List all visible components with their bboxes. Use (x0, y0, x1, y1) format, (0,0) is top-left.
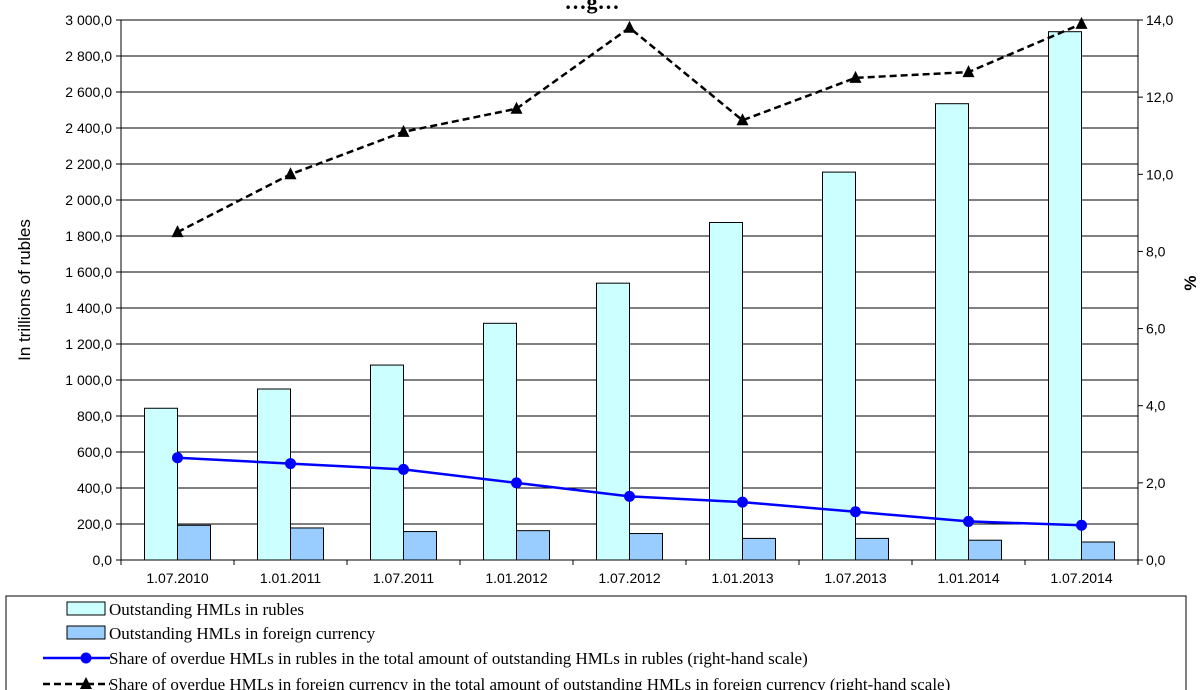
y-tick-label: 200,0 (77, 516, 112, 532)
line-series (171, 16, 1088, 531)
marker-circle (511, 477, 522, 489)
y-tick-label: 400,0 (77, 480, 112, 496)
marker-circle (398, 463, 409, 475)
marker-triangle (1075, 16, 1088, 29)
y-tick-label: 600,0 (77, 444, 112, 460)
line-foreign-currency-overdue-share (176, 22, 1082, 234)
marker-triangle (962, 65, 975, 78)
bar-rubles (822, 171, 856, 561)
marker-circle (1076, 519, 1087, 531)
legend-marker (80, 652, 92, 664)
y2-tick-label: 14,0 (1146, 12, 1173, 28)
marker-circle (624, 490, 635, 502)
y-tick-label: 2 000,0 (65, 192, 112, 208)
y2-tick-label: 10,0 (1146, 166, 1173, 182)
x-tick-label: 1.01.2014 (937, 570, 999, 586)
y2-tick-label: 4,0 (1146, 398, 1166, 414)
bar-rubles (144, 407, 178, 561)
y2-axis-label: % (1181, 275, 1200, 290)
y-tick-label: 1 000,0 (65, 372, 112, 388)
y2-tick-label: 6,0 (1146, 321, 1166, 337)
legend-box (5, 595, 1187, 690)
y-tick-label: 0,0 (93, 552, 113, 568)
marker-triangle (849, 70, 862, 83)
marker-circle (850, 506, 861, 518)
bar-foreign-currency (516, 530, 550, 561)
plot-frame (120, 19, 1139, 561)
bar-foreign-currency (1081, 541, 1115, 561)
x-tick-label: 1.01.2012 (485, 570, 547, 586)
legend-swatch (66, 625, 106, 640)
legend-label: Share of overdue HMLs in rubles in the t… (109, 649, 808, 668)
x-tick-label: 1.07.2010 (146, 570, 208, 586)
x-tick-label: 1.07.2012 (598, 570, 660, 586)
legend-label: Share of overdue HMLs in foreign currenc… (109, 675, 950, 690)
marker-triangle (623, 20, 636, 33)
marker-triangle (510, 101, 523, 114)
y-tick-label: 1 600,0 (65, 264, 112, 280)
chart-title: …g… (565, 0, 620, 14)
bar-rubles (483, 322, 517, 561)
marker-triangle (397, 124, 410, 137)
marker-circle (172, 452, 183, 464)
y-tick-label: 1 800,0 (65, 228, 112, 244)
y-tick-label: 2 400,0 (65, 120, 112, 136)
legend-swatch (66, 601, 106, 616)
y-tick-label: 3 000,0 (65, 12, 112, 28)
y-axis-label: In trillions of rubles (15, 219, 34, 361)
y2-tick-label: 12,0 (1146, 89, 1173, 105)
bar-rubles (709, 222, 743, 561)
bar-foreign-currency (177, 524, 211, 561)
y-tick-label: 2 200,0 (65, 156, 112, 172)
x-tick-label: 1.07.2011 (373, 570, 434, 586)
marker-circle (963, 515, 974, 527)
x-tick-label: 1.07.2013 (824, 570, 886, 586)
y-tick-label: 2 600,0 (65, 84, 112, 100)
marker-circle (285, 458, 296, 470)
bar-foreign-currency (968, 539, 1002, 561)
bar-rubles (370, 364, 404, 561)
bar-foreign-currency (629, 533, 663, 561)
bar-rubles (935, 103, 969, 561)
bar-foreign-currency (290, 527, 324, 561)
bar-foreign-currency (742, 537, 776, 561)
bar-foreign-currency (855, 537, 889, 561)
y-tick-label: 1 200,0 (65, 336, 112, 352)
legend: Outstanding HMLs in rubles Outstanding HM… (5, 595, 1187, 690)
bar-rubles (1048, 31, 1082, 561)
legend-marker (80, 677, 92, 689)
legend-label: Outstanding HMLs in foreign currency (109, 624, 376, 643)
marker-circle (737, 496, 748, 508)
bar-rubles (257, 388, 291, 561)
bar-foreign-currency (403, 531, 437, 561)
x-tick-label: 1.07.2014 (1050, 570, 1112, 586)
marker-triangle (171, 225, 184, 238)
y2-tick-label: 2,0 (1146, 475, 1166, 491)
legend-label: Outstanding HMLs in rubles (109, 600, 304, 619)
bar-series (144, 31, 1115, 561)
x-tick-label: 1.01.2013 (711, 570, 773, 586)
x-tick-label: 1.01.2011 (260, 570, 321, 586)
y2-tick-label: 0,0 (1146, 552, 1166, 568)
marker-triangle (736, 113, 749, 126)
bar-rubles (596, 282, 630, 561)
axes: 0,0 200,0 400,0 600,0 800,0 1 000,0 1 200,0 1 4… (65, 12, 1173, 586)
marker-triangle (284, 167, 297, 180)
y2-tick-label: 8,0 (1146, 243, 1166, 259)
y-tick-label: 800,0 (77, 408, 112, 424)
y-tick-label: 2 800,0 (65, 48, 112, 64)
y-tick-label: 1 400,0 (65, 300, 112, 316)
